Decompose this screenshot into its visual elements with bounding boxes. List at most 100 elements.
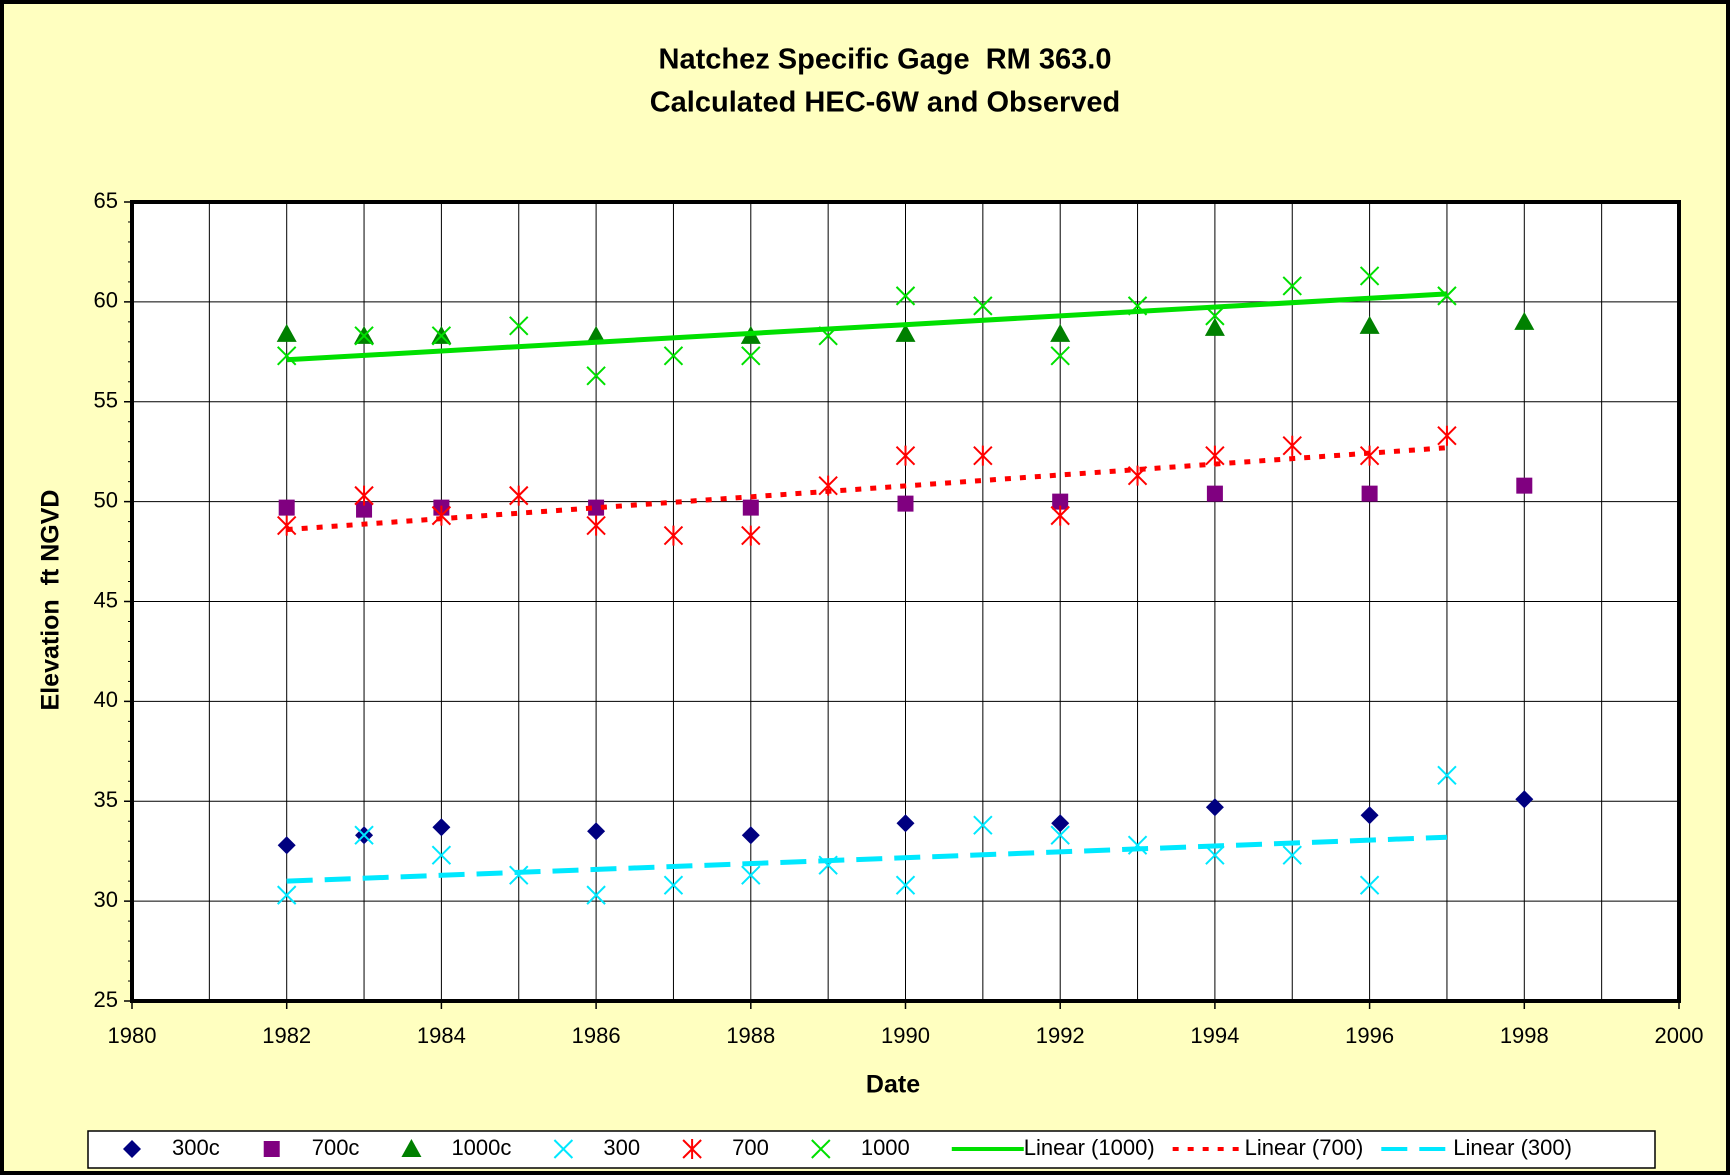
square-marker (742, 499, 759, 516)
triangle-marker (895, 323, 916, 342)
x-marker (741, 865, 761, 885)
trend-line (286, 291, 1448, 363)
x-marker (1205, 845, 1225, 865)
x-marker (586, 366, 606, 386)
x-tick-label: 1986 (572, 1023, 621, 1048)
asterisk-marker (509, 485, 529, 506)
square-marker (588, 499, 605, 516)
diamond-marker (1205, 798, 1224, 817)
asterisk-marker (1282, 435, 1302, 456)
x-marker (509, 316, 529, 336)
triangle-marker (401, 1139, 422, 1157)
diamond-marker (587, 822, 606, 841)
asterisk-marker (973, 445, 993, 466)
triangle-marker (276, 323, 297, 342)
square-marker (1361, 485, 1378, 502)
x-marker (586, 885, 606, 905)
diamond-marker (432, 818, 451, 837)
y-tick-label: 50 (94, 487, 118, 512)
diamond-marker (1051, 814, 1070, 833)
x-marker (1359, 266, 1380, 286)
x-marker (276, 885, 297, 905)
x-marker (1437, 765, 1457, 785)
asterisk-marker (586, 515, 606, 536)
x-tick-label: 1980 (108, 1023, 157, 1048)
square-marker (1052, 493, 1069, 510)
x-marker (663, 875, 684, 895)
x-tick-label: 1996 (1345, 1023, 1394, 1048)
x-marker (1050, 825, 1070, 845)
legend-label: 1000 (861, 1135, 910, 1160)
square-marker (1206, 485, 1223, 502)
square-marker (263, 1141, 280, 1157)
chart-title: Natchez Specific Gage RM 363.0 (659, 44, 1112, 76)
triangle-marker (586, 325, 607, 344)
x-marker (1050, 346, 1070, 366)
legend-label: Linear (300) (1453, 1135, 1572, 1160)
asterisk-marker (682, 1139, 702, 1159)
asterisk-marker (1050, 505, 1070, 526)
x-tick-label: 1988 (726, 1023, 775, 1048)
x-tick-label: 1998 (1500, 1023, 1549, 1048)
legend-label: 300 (603, 1135, 640, 1160)
legend-label: Linear (700) (1245, 1135, 1364, 1160)
asterisk-marker (663, 525, 684, 546)
square-marker (1516, 477, 1533, 494)
legend-label: 300c (172, 1135, 220, 1160)
x-axis-title: Date (866, 1071, 920, 1099)
plot-border (130, 200, 1681, 1003)
x-marker (741, 346, 761, 366)
x-marker (553, 1139, 574, 1159)
chart-subtitle: Calculated HEC-6W and Observed (650, 87, 1121, 119)
y-axis-title: Elevation ft NGVD (37, 490, 65, 711)
y-tick-label: 60 (94, 288, 118, 313)
x-marker (895, 875, 916, 895)
x-tick-label: 1990 (881, 1023, 930, 1048)
x-marker (431, 845, 452, 865)
diamond-marker (1360, 806, 1379, 825)
square-marker (356, 501, 373, 518)
diamond-marker (277, 836, 296, 855)
asterisk-marker (431, 505, 452, 526)
legend-label: 700 (732, 1135, 769, 1160)
diamond-marker (741, 826, 760, 845)
y-tick-label: 55 (94, 388, 118, 413)
y-tick-label: 40 (94, 687, 118, 712)
legend-label: 700c (312, 1135, 360, 1160)
triangle-marker (1359, 315, 1380, 334)
y-tick-label: 30 (94, 887, 118, 912)
x-tick-label: 1982 (262, 1023, 311, 1048)
x-marker (1282, 845, 1302, 865)
y-tick-label: 65 (94, 188, 118, 213)
x-marker (431, 326, 452, 346)
asterisk-marker (1359, 445, 1380, 466)
x-marker (354, 825, 374, 845)
diamond-marker (123, 1140, 141, 1158)
x-marker (895, 286, 916, 306)
x-tick-label: 1992 (1036, 1023, 1085, 1048)
y-tick-label: 35 (94, 787, 118, 812)
asterisk-marker (1437, 425, 1457, 446)
trend-line (286, 834, 1448, 884)
x-marker (663, 346, 684, 366)
x-marker (811, 1139, 831, 1159)
square-marker (278, 499, 295, 516)
square-marker (897, 495, 914, 512)
legend-label: Linear (1000) (1024, 1135, 1155, 1160)
triangle-marker (1204, 317, 1225, 336)
x-marker (509, 865, 529, 885)
y-tick-label: 25 (94, 987, 118, 1012)
asterisk-marker (354, 485, 374, 506)
x-marker (973, 296, 993, 316)
x-marker (973, 815, 993, 835)
asterisk-marker (895, 445, 916, 466)
x-tick-label: 1994 (1190, 1023, 1239, 1048)
x-tick-label: 1984 (417, 1023, 466, 1048)
x-marker (1282, 276, 1302, 296)
x-marker (354, 326, 374, 346)
triangle-marker (1514, 311, 1535, 330)
diamond-marker (1515, 790, 1534, 809)
legend-label: 1000c (451, 1135, 511, 1160)
asterisk-marker (741, 525, 761, 546)
